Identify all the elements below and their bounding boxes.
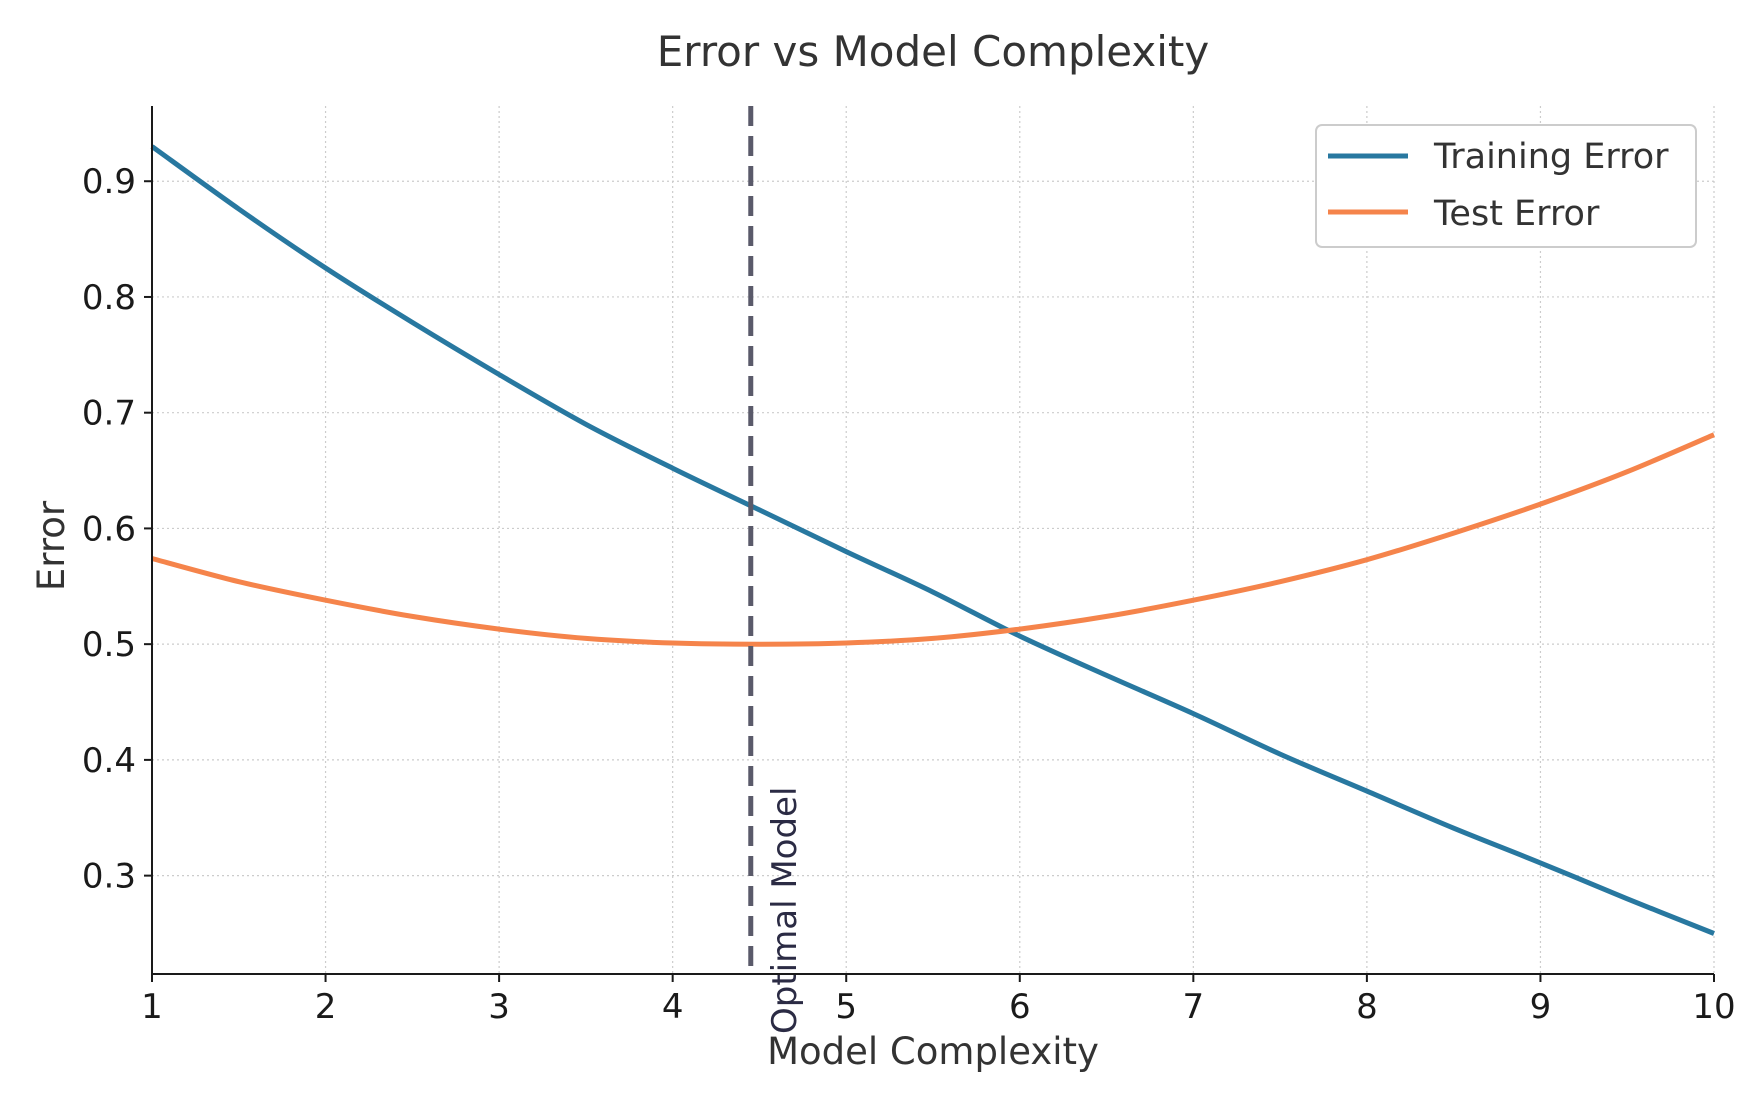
annotation-layer: Optimal Model: [748, 106, 805, 1034]
y-tick-label-0.6: 0.6: [82, 509, 136, 549]
legend: Training Error Test Error: [1315, 124, 1697, 248]
legend-label-test-error: Test Error: [1433, 194, 1600, 234]
y-tick-label-0.7: 0.7: [82, 394, 136, 434]
x-tick-label-5: 5: [835, 987, 857, 1027]
series-line-test-error: [151, 432, 1715, 647]
x-ticks: 1 2 3 4 5 6 7 8 9 10: [141, 974, 1736, 1027]
chart-title: Error vs Model Complexity: [657, 27, 1209, 76]
x-tick-label-1: 1: [141, 987, 163, 1027]
y-tick-label-0.5: 0.5: [82, 625, 136, 665]
y-tick-label-0.4: 0.4: [82, 741, 136, 781]
y-axis-label: Error: [30, 500, 73, 591]
y-tick-label-0.8: 0.8: [82, 278, 136, 318]
x-tick-label-7: 7: [1183, 987, 1205, 1027]
x-tick-label-8: 8: [1356, 987, 1378, 1027]
series-layer: [150, 144, 1715, 936]
x-tick-label-4: 4: [662, 987, 684, 1027]
grid: [151, 106, 1715, 974]
y-tick-label-0.3: 0.3: [82, 857, 136, 897]
x-tick-label-2: 2: [315, 987, 337, 1027]
series-line-training-error: [150, 144, 1715, 936]
x-tick-label-9: 9: [1530, 987, 1552, 1027]
x-tick-label-10: 10: [1692, 987, 1735, 1027]
y-tick-label-0.9: 0.9: [82, 162, 136, 202]
legend-box: [1315, 124, 1697, 248]
legend-label-training-error: Training Error: [1433, 137, 1669, 177]
x-tick-label-3: 3: [488, 987, 510, 1027]
y-ticks: 0.3 0.4 0.5 0.6 0.7 0.8 0.9: [82, 162, 152, 897]
x-axis-label: Model Complexity: [767, 1030, 1099, 1073]
optimal-model-label: Optimal Model: [765, 787, 805, 1034]
x-tick-label-6: 6: [1009, 987, 1031, 1027]
